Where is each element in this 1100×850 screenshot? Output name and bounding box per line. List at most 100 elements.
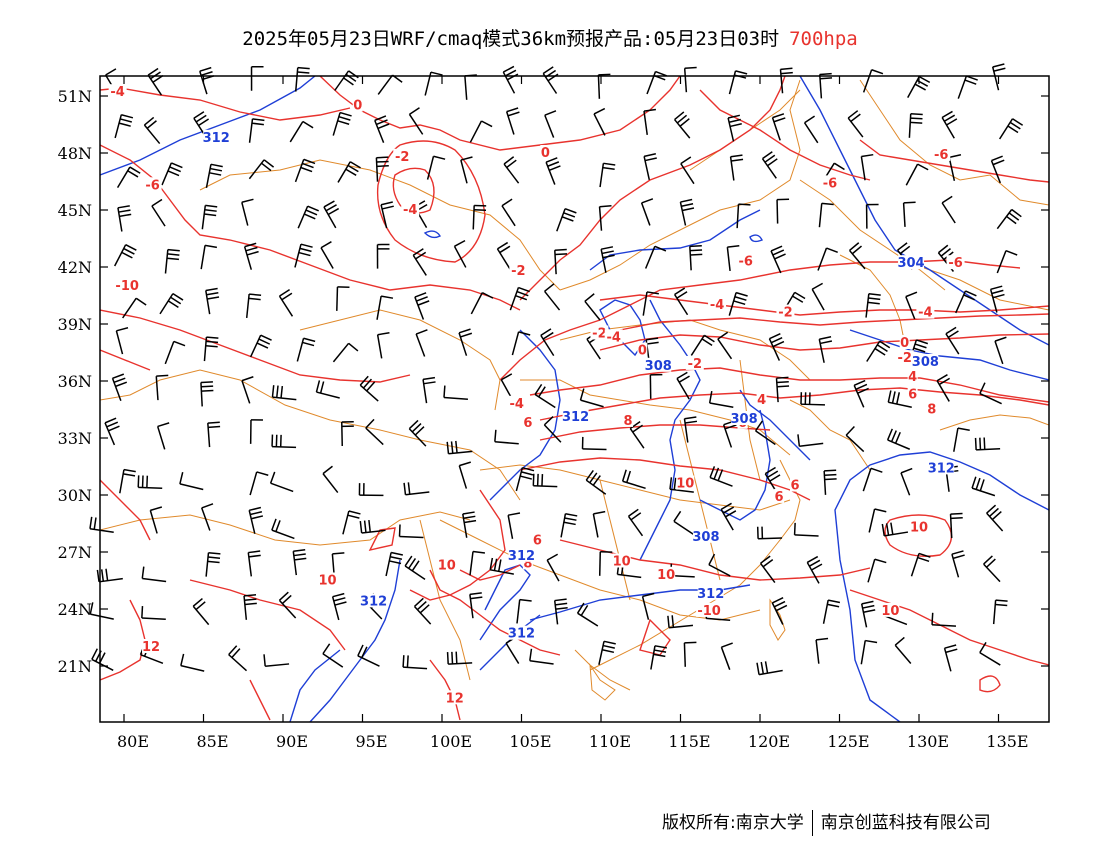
- wind-barb: [322, 643, 344, 668]
- wind-barb: [179, 472, 204, 491]
- temperature-contours: [100, 76, 1049, 721]
- temperature-contour-label: -4: [110, 85, 124, 100]
- wind-barb: [974, 437, 1001, 451]
- wind-barb: [322, 465, 339, 494]
- wind-barb: [931, 612, 957, 627]
- temperature-contour-label-bg: [881, 602, 900, 617]
- temperature-contour-label-bg: [540, 145, 551, 159]
- wind-barb: [422, 376, 436, 404]
- wind-barb: [817, 247, 838, 271]
- wind-barb: [690, 334, 715, 356]
- wind-barb: [161, 162, 183, 186]
- wind-barb: [720, 502, 737, 531]
- wind-barb: [949, 512, 963, 539]
- wind-barb: [297, 205, 319, 229]
- wind-barb: [818, 336, 833, 363]
- wind-barb: [770, 245, 786, 274]
- wind-barb: [845, 425, 865, 453]
- wind-barb: [679, 198, 695, 226]
- height-labels: 312 312 312 312 312 312 312 308 308 308 308 304: [203, 129, 955, 642]
- wind-barb: [529, 648, 554, 665]
- wind-barb: [334, 70, 359, 91]
- wind-barb: [156, 422, 170, 450]
- temperature-contour-label-bg: [532, 532, 543, 547]
- wind-barb: [511, 331, 531, 356]
- wind-barb: [91, 648, 114, 671]
- wind-barb: [443, 385, 468, 400]
- lat-tick-label: 51N: [58, 87, 92, 106]
- wind-barb: [941, 110, 958, 139]
- wind-barb: [775, 376, 790, 403]
- wind-barb: [998, 118, 1024, 140]
- height-contour-label-bg: [508, 625, 535, 640]
- temperature-contour-label-bg: [437, 557, 456, 572]
- wind-barb: [979, 641, 1001, 666]
- wind-barb: [990, 155, 1005, 184]
- wind-barb: [294, 158, 316, 183]
- wind-barb: [96, 568, 123, 583]
- wind-barb: [910, 552, 931, 577]
- wind-barb: [593, 107, 606, 136]
- wind-barb: [415, 329, 428, 357]
- wind-barb: [866, 340, 891, 362]
- wind-barb: [278, 591, 297, 619]
- wind-barb: [155, 374, 169, 401]
- wind-barb: [294, 243, 313, 268]
- temperature-contour-label-bg: [352, 97, 363, 112]
- wind-barb: [359, 375, 379, 402]
- wind-barb: [728, 70, 748, 95]
- wind-barb: [581, 436, 607, 451]
- temperature-contour-label: -2: [688, 357, 702, 372]
- wind-barb: [331, 592, 347, 621]
- wind-barb: [736, 203, 751, 229]
- height-contour-label: 312: [203, 131, 230, 146]
- temperature-contour-label-bg: [756, 392, 767, 406]
- wind-barb: [971, 476, 996, 497]
- wind-barb: [629, 421, 645, 449]
- title-main: 2025年05月23日WRF/cmaq模式36km预报产品:05月23日03时: [242, 28, 780, 50]
- wind-barb: [853, 379, 869, 408]
- temperature-contour-label-bg: [590, 325, 609, 340]
- temperature-contour-label: 0: [900, 336, 909, 351]
- temperature-contour-label: 8: [927, 403, 936, 418]
- lat-tick-label: 33N: [58, 429, 92, 448]
- wind-barb: [793, 522, 819, 537]
- wind-barb: [462, 511, 477, 538]
- lat-tick-label: 24N: [58, 600, 92, 619]
- wind-barb: [205, 287, 220, 315]
- height-contour-label: 312: [697, 587, 724, 602]
- temperature-contour-label: -4: [918, 306, 932, 321]
- wind-barb: [470, 291, 494, 315]
- temperature-contour-label: 6: [908, 387, 917, 402]
- temperature-contour-label: -6: [145, 178, 159, 193]
- wind-barb: [413, 597, 432, 625]
- wind-barb: [708, 553, 731, 577]
- wind-barb: [727, 114, 742, 142]
- temperature-contour-label-bg: [895, 350, 914, 365]
- wind-barb: [114, 114, 134, 139]
- wind-barb: [271, 385, 297, 401]
- title-level: 700hpa: [789, 28, 858, 50]
- wind-barb: [502, 65, 519, 94]
- wind-barb: [385, 551, 403, 577]
- wind-barb: [489, 557, 514, 575]
- temperature-contour-label: 10: [613, 555, 631, 570]
- height-contour-label-bg: [645, 357, 672, 372]
- wind-barb: [114, 244, 137, 267]
- wind-barb: [818, 72, 833, 99]
- wind-barb: [249, 471, 269, 496]
- wind-barb: [957, 75, 978, 99]
- wind-barb: [248, 506, 264, 534]
- wind-barb: [908, 113, 923, 138]
- lon-tick-label: 85E: [196, 732, 228, 751]
- lon-tick-label: 100E: [430, 732, 472, 751]
- wind-barb: [823, 469, 837, 495]
- temperature-contour-label-bg: [318, 572, 337, 587]
- wind-barb: [941, 195, 956, 224]
- temperature-contour-label-bg: [522, 414, 533, 429]
- temperature-contour-label-bg: [820, 175, 839, 190]
- temperature-contour-label-bg: [637, 342, 648, 357]
- temperature-contour-label-bg: [932, 146, 951, 161]
- lon-tick-label: 130E: [907, 732, 949, 751]
- wind-barb: [979, 382, 1002, 405]
